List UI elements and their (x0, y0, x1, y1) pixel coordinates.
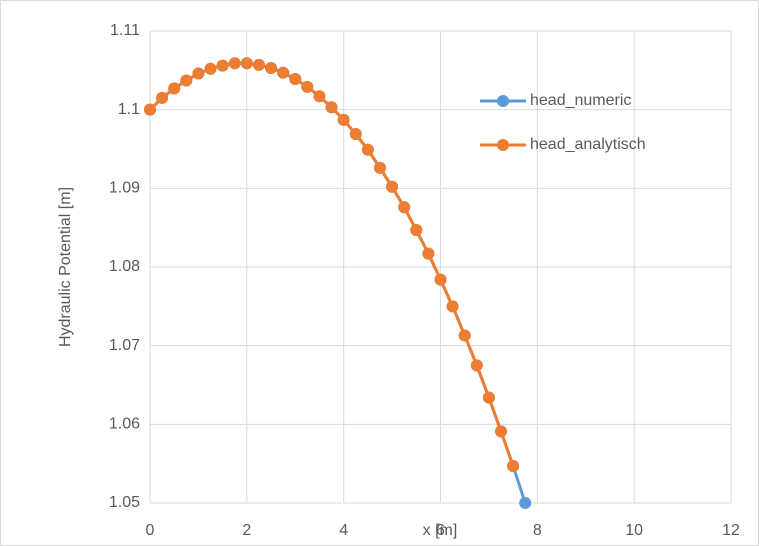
data-point (313, 90, 326, 103)
data-point (446, 300, 459, 313)
data-point (458, 329, 471, 342)
data-point (289, 72, 302, 85)
data-point (434, 273, 447, 286)
x-tick-label: 0 (146, 522, 155, 539)
y-tick-label: 1.05 (109, 494, 140, 511)
data-point (144, 103, 156, 116)
data-point (277, 66, 290, 79)
data-point (495, 425, 508, 438)
legend-marker (497, 139, 509, 151)
data-point (398, 201, 411, 214)
data-point (301, 80, 314, 93)
y-tick-label: 1.08 (109, 258, 140, 275)
x-axis-label: x [m] (423, 522, 458, 539)
data-point (507, 460, 520, 473)
data-point (325, 101, 338, 114)
y-tick-label: 1.11 (110, 22, 140, 39)
y-tick-label: 1.09 (109, 180, 140, 197)
data-point (265, 61, 278, 74)
data-point (361, 143, 374, 156)
data-point (180, 74, 193, 87)
data-point (337, 113, 350, 126)
data-point (519, 497, 532, 509)
data-point (373, 161, 386, 174)
data-point (386, 180, 399, 193)
legend-marker (497, 95, 509, 107)
data-point (216, 59, 229, 72)
x-tick-label: 6 (436, 522, 445, 539)
data-point (470, 359, 483, 372)
y-axis-label: Hydraulic Potential [m] (57, 187, 74, 347)
data-point (156, 91, 169, 104)
data-point (168, 82, 181, 95)
data-point (422, 247, 435, 260)
x-tick-label: 8 (533, 522, 542, 539)
data-point (192, 67, 205, 80)
y-tick-label: 1.1 (118, 101, 140, 118)
legend-label: head_numeric (530, 92, 631, 109)
x-tick-label: 2 (242, 522, 251, 539)
y-tick-label: 1.07 (109, 337, 140, 354)
data-point (240, 57, 253, 70)
y-tick-label: 1.06 (109, 416, 140, 433)
data-point (204, 62, 217, 75)
data-point (252, 58, 265, 71)
x-tick-label: 4 (339, 522, 348, 539)
data-point (349, 128, 362, 141)
data-point (482, 391, 495, 404)
x-tick-label: 10 (625, 522, 643, 539)
data-point (410, 224, 423, 237)
legend-label: head_analytisch (530, 136, 646, 153)
data-point (228, 57, 241, 70)
x-tick-label: 12 (722, 522, 740, 539)
